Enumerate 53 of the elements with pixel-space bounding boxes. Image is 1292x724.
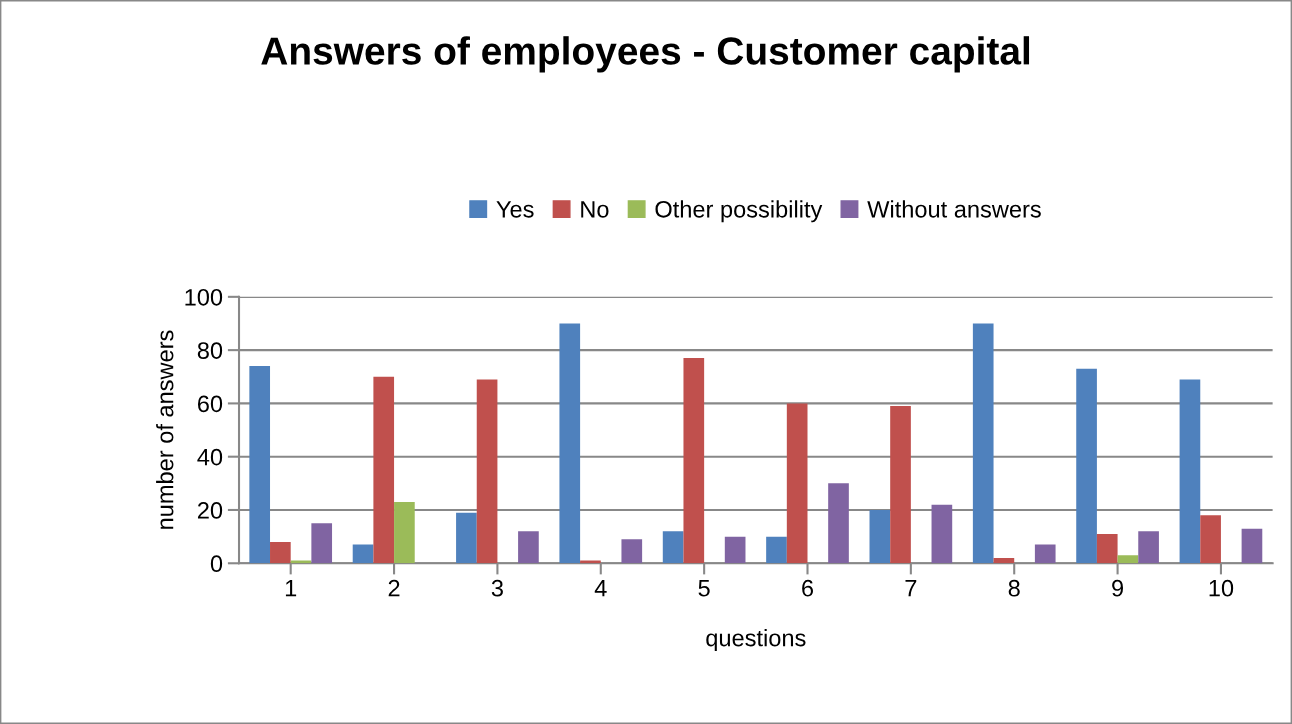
y-tick-label: 20	[197, 502, 223, 519]
x-tick-label: 4	[594, 580, 607, 597]
bar	[456, 512, 477, 564]
bar	[311, 523, 333, 564]
bar	[869, 509, 891, 564]
bar	[786, 403, 808, 564]
x-tick-label: 10	[1209, 579, 1234, 597]
legend-label: Without answers	[867, 200, 1041, 218]
bar	[1117, 555, 1139, 564]
bar	[394, 501, 415, 564]
bar	[1034, 544, 1056, 564]
x-axis-title: questions	[706, 629, 806, 652]
legend-label: No	[581, 201, 609, 218]
y-axis-title: number of answers	[156, 330, 174, 529]
bar	[828, 483, 849, 564]
x-tick-label: 6	[802, 579, 814, 597]
x-tick-label: 9	[1112, 579, 1124, 597]
bar	[931, 504, 953, 564]
bar	[890, 406, 911, 564]
bar	[1076, 368, 1097, 564]
bar	[724, 536, 746, 564]
bar	[993, 557, 1015, 564]
legend-label: Other possibility	[655, 200, 823, 223]
y-tick-label: 80	[197, 342, 223, 359]
bar	[476, 379, 498, 564]
bar	[662, 531, 684, 564]
x-tick-label: 7	[905, 580, 917, 597]
bar	[1179, 379, 1201, 564]
bar	[373, 376, 395, 564]
x-tick-label: 8	[1008, 579, 1020, 597]
bar	[518, 531, 539, 564]
bar	[270, 541, 291, 564]
bar	[1138, 531, 1159, 564]
bar	[972, 323, 994, 564]
y-tick-label: 0	[210, 555, 223, 573]
y-tick-label: 100	[185, 288, 223, 306]
x-tick-label: 1	[285, 580, 297, 597]
x-tick-label: 3	[491, 579, 503, 597]
bar	[621, 539, 643, 564]
legend-label: Yes	[496, 201, 534, 218]
bar	[352, 544, 374, 564]
y-tick-label: 40	[197, 448, 223, 466]
y-tick-label: 60	[197, 395, 223, 413]
bar	[766, 536, 787, 564]
bar	[1200, 515, 1221, 564]
bar	[249, 366, 271, 564]
bar	[1241, 528, 1263, 564]
chart-title: Answers of employees - Customer capital	[261, 36, 1030, 73]
x-tick-label: 5	[698, 580, 710, 597]
bar	[1096, 533, 1118, 564]
bar	[683, 358, 705, 564]
bar	[559, 323, 581, 564]
x-tick-label: 2	[388, 579, 400, 597]
